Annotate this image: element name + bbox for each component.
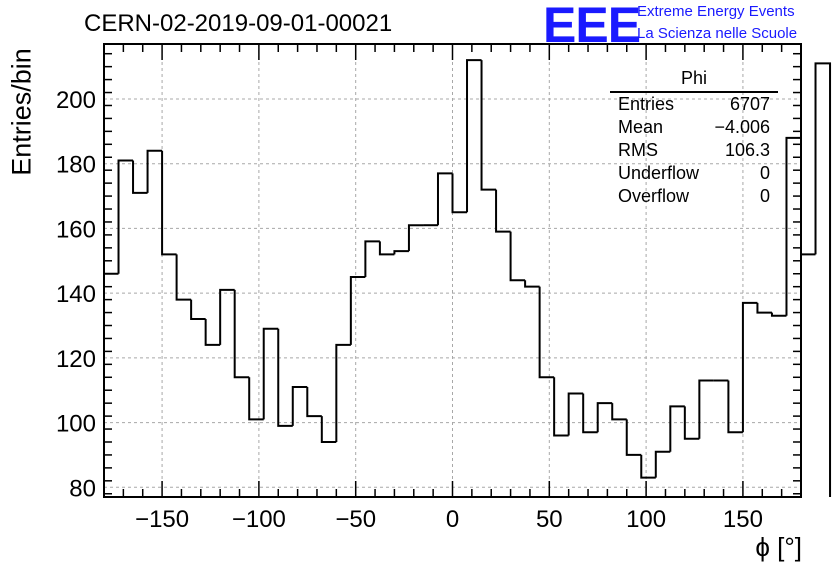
stats-value: 6707 (729, 94, 770, 114)
histogram-bin (393, 250, 409, 255)
histogram-bin (451, 173, 468, 214)
x-tick-label: −150 (135, 506, 189, 533)
x-tick-label: 50 (536, 506, 563, 533)
histogram-bin (509, 231, 526, 282)
stats-row-entries: Entries 6707 (610, 93, 778, 116)
histogram-bin (364, 240, 380, 277)
stats-row-underflow: Underflow 0 (610, 162, 778, 185)
histogram-bin (306, 386, 322, 418)
org-name-line2: La Scienza nelle Scuole (637, 25, 798, 42)
y-tick-label: 200 (56, 87, 96, 114)
x-tick-label: 0 (446, 506, 459, 533)
stats-row-overflow: Overflow 0 (610, 185, 778, 208)
histogram-bin (495, 189, 511, 233)
histogram-bin (103, 272, 119, 497)
x-tick-label: −50 (335, 506, 376, 533)
histogram-bin (727, 380, 743, 434)
x-tick-label: 100 (626, 506, 666, 533)
y-tick-label: 140 (56, 281, 96, 308)
histogram-bin (741, 301, 758, 433)
histogram-bin (582, 393, 598, 434)
stats-label: Underflow (618, 163, 700, 183)
stats-box: Phi Entries 6707 Mean −4.006 RMS 106.3 U… (610, 68, 778, 208)
histogram-bin (698, 379, 714, 439)
histogram-bin (480, 60, 497, 191)
org-name-line1: Extreme Energy Events (637, 3, 795, 20)
histogram-bin (248, 377, 264, 421)
histogram-bin (132, 160, 148, 194)
histogram-bin (407, 224, 424, 252)
histogram-bin (466, 59, 482, 213)
histogram-bin (349, 275, 366, 345)
stats-row-rms: RMS 106.3 (610, 139, 778, 162)
histogram-bin (756, 302, 772, 314)
histogram-bin (233, 289, 250, 379)
histogram-bin (553, 377, 569, 437)
histogram-bin (567, 392, 584, 436)
histogram-bin (277, 328, 293, 427)
stats-value: 106.3 (724, 140, 770, 160)
y-tick-label: 120 (56, 346, 96, 373)
histogram-bin (654, 450, 671, 478)
histogram-bin (161, 150, 177, 256)
histogram-bin (291, 385, 308, 426)
stats-value: −4.006 (714, 117, 770, 137)
histogram-bin (436, 172, 453, 226)
histogram-bin (219, 288, 235, 345)
histogram-bin (204, 319, 221, 346)
y-tick-label: 160 (56, 216, 96, 243)
histogram-bin (117, 159, 134, 274)
histogram-bin (320, 416, 337, 443)
stats-row-mean: Mean −4.006 (610, 116, 778, 139)
y-tick-label: 180 (56, 152, 96, 179)
eee-logo: EEE (543, 0, 641, 53)
histogram-bin (175, 254, 192, 301)
histogram-bin (596, 402, 613, 433)
histogram-bin (146, 149, 163, 193)
histogram-bin (611, 403, 627, 421)
y-tick-label: 100 (56, 411, 96, 438)
axis-ticks (103, 44, 802, 497)
stats-value: 0 (759, 163, 770, 183)
stats-title: Phi (610, 68, 778, 93)
histogram-bin (538, 286, 555, 379)
histogram-bin (669, 405, 685, 452)
histogram-bin (335, 343, 351, 442)
histogram-bin (814, 62, 832, 497)
y-axis-label: Entries/bin (6, 48, 37, 176)
histogram-bin (640, 454, 656, 479)
histogram-bin (262, 327, 279, 420)
stats-value: 0 (759, 186, 770, 206)
stats-label: RMS (618, 140, 658, 160)
stats-label: Entries (618, 94, 675, 114)
histogram-bin (770, 312, 787, 317)
x-axis-label: ϕ [°] (755, 532, 802, 562)
histogram-bin (190, 299, 206, 321)
histogram-bin (785, 136, 801, 316)
histogram-bin (378, 241, 395, 256)
histogram-bin (683, 406, 700, 440)
histogram-bin (524, 280, 540, 288)
x-tick-label: 150 (723, 506, 763, 533)
stats-label: Mean (618, 117, 664, 137)
tick-labels: −150 −100 −50 0 50 100 150 80 100 120 140 160 180 200 (56, 87, 763, 533)
histogram-bin (800, 137, 816, 256)
x-tick-label: −100 (232, 506, 286, 533)
stats-label: Overflow (618, 186, 690, 206)
y-tick-label: 80 (69, 475, 96, 502)
histogram-bin (625, 419, 642, 456)
run-title: CERN-02-2019-09-01-00021 (84, 10, 393, 37)
